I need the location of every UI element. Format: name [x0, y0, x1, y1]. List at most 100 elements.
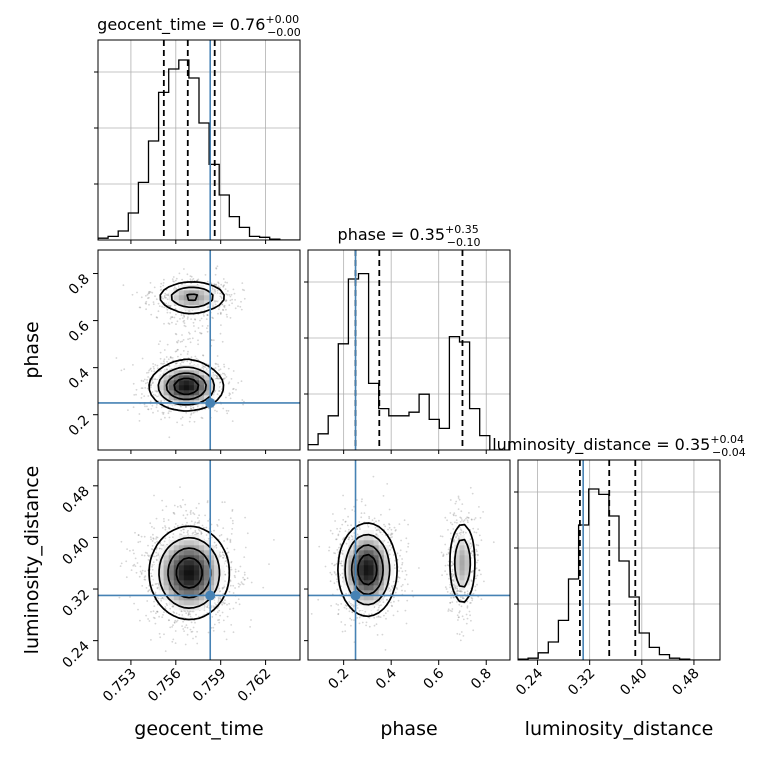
sample-point: [145, 308, 148, 311]
sample-point: [386, 598, 389, 601]
sample-point: [173, 286, 176, 289]
sample-point: [191, 532, 194, 535]
sample-point: [187, 529, 189, 532]
sample-point: [219, 614, 222, 617]
sample-point: [159, 357, 162, 360]
sample-point: [205, 526, 208, 529]
density-cell: [188, 600, 195, 606]
histogram-bin: [629, 597, 639, 660]
sample-point: [218, 619, 221, 621]
sample-point: [470, 545, 473, 548]
sample-point: [151, 575, 153, 577]
density-cell: [219, 565, 225, 571]
sample-point: [228, 394, 231, 397]
sample-point: [221, 586, 224, 589]
sample-point: [246, 577, 249, 580]
sample-point: [471, 570, 474, 573]
sample-point: [212, 317, 214, 320]
sample-point: [401, 563, 403, 566]
sample-point: [382, 495, 385, 497]
histogram-bin: [470, 409, 480, 450]
sample-point: [189, 628, 192, 631]
sample-point: [120, 369, 123, 372]
sample-point: [181, 424, 184, 426]
sample-point: [442, 553, 445, 556]
sample-point: [204, 514, 207, 517]
density-cell: [158, 380, 164, 386]
density-cell: [163, 590, 169, 596]
sample-point: [234, 576, 237, 579]
sample-point: [452, 562, 454, 565]
sample-point: [231, 298, 234, 301]
density-cell: [188, 540, 195, 546]
sample-point: [389, 592, 392, 595]
sample-point: [199, 331, 201, 334]
sample-point: [165, 289, 168, 291]
sample-point: [192, 610, 195, 613]
sample-point: [477, 528, 479, 530]
sample-point: [154, 378, 157, 380]
density-cell: [204, 565, 210, 571]
sample-point: [192, 626, 195, 629]
sample-point: [375, 529, 378, 532]
sample-point: [455, 590, 458, 592]
sample-point: [144, 575, 147, 578]
sample-point: [331, 562, 333, 565]
sample-point: [145, 614, 148, 617]
sample-point: [152, 538, 155, 540]
sample-point: [146, 387, 149, 390]
sample-point: [162, 363, 164, 365]
sample-point: [242, 576, 245, 579]
sample-point: [228, 304, 231, 307]
sample-point: [146, 372, 148, 374]
sample-point: [472, 527, 475, 530]
density-cell: [214, 580, 220, 586]
sample-point: [134, 565, 137, 567]
sample-point: [176, 320, 179, 323]
sample-point: [356, 528, 359, 531]
sample-point: [373, 517, 376, 520]
sample-point: [140, 573, 143, 575]
density-cell: [183, 590, 190, 596]
sample-point: [230, 533, 233, 535]
sample-point: [476, 561, 478, 564]
sample-point: [462, 597, 465, 600]
sample-point: [455, 514, 457, 517]
density-cell: [168, 380, 174, 386]
sample-point: [186, 273, 189, 276]
sample-point: [230, 560, 233, 563]
sample-point: [391, 532, 394, 535]
sample-point: [179, 486, 181, 488]
sample-point: [460, 529, 463, 532]
density-cell: [168, 300, 174, 306]
sample-point: [160, 406, 163, 409]
density-cell: [373, 600, 379, 606]
sample-point: [137, 541, 140, 544]
sample-point: [452, 596, 455, 599]
sample-point: [242, 403, 245, 406]
sample-point: [447, 610, 450, 612]
density-cell: [163, 560, 169, 566]
sample-point: [212, 304, 214, 307]
grid-lines: [518, 460, 720, 660]
sample-point: [224, 599, 226, 602]
title-main: phase = 0.35: [338, 225, 445, 244]
sample-point: [152, 533, 154, 536]
sample-point: [405, 537, 408, 540]
sample-point: [218, 609, 221, 612]
sample-point: [449, 586, 451, 589]
density-cell: [368, 575, 374, 581]
sample-point: [225, 308, 227, 311]
sample-point: [460, 631, 463, 633]
sample-point: [329, 529, 332, 532]
density-cell: [209, 575, 215, 581]
sample-point: [192, 412, 195, 414]
sample-point: [398, 523, 401, 525]
sample-point: [230, 561, 233, 564]
sample-point: [483, 580, 485, 583]
density-cell: [178, 370, 185, 376]
sample-point: [182, 320, 185, 323]
sample-point: [161, 411, 164, 414]
sample-point: [190, 275, 193, 278]
sample-point: [376, 616, 378, 618]
